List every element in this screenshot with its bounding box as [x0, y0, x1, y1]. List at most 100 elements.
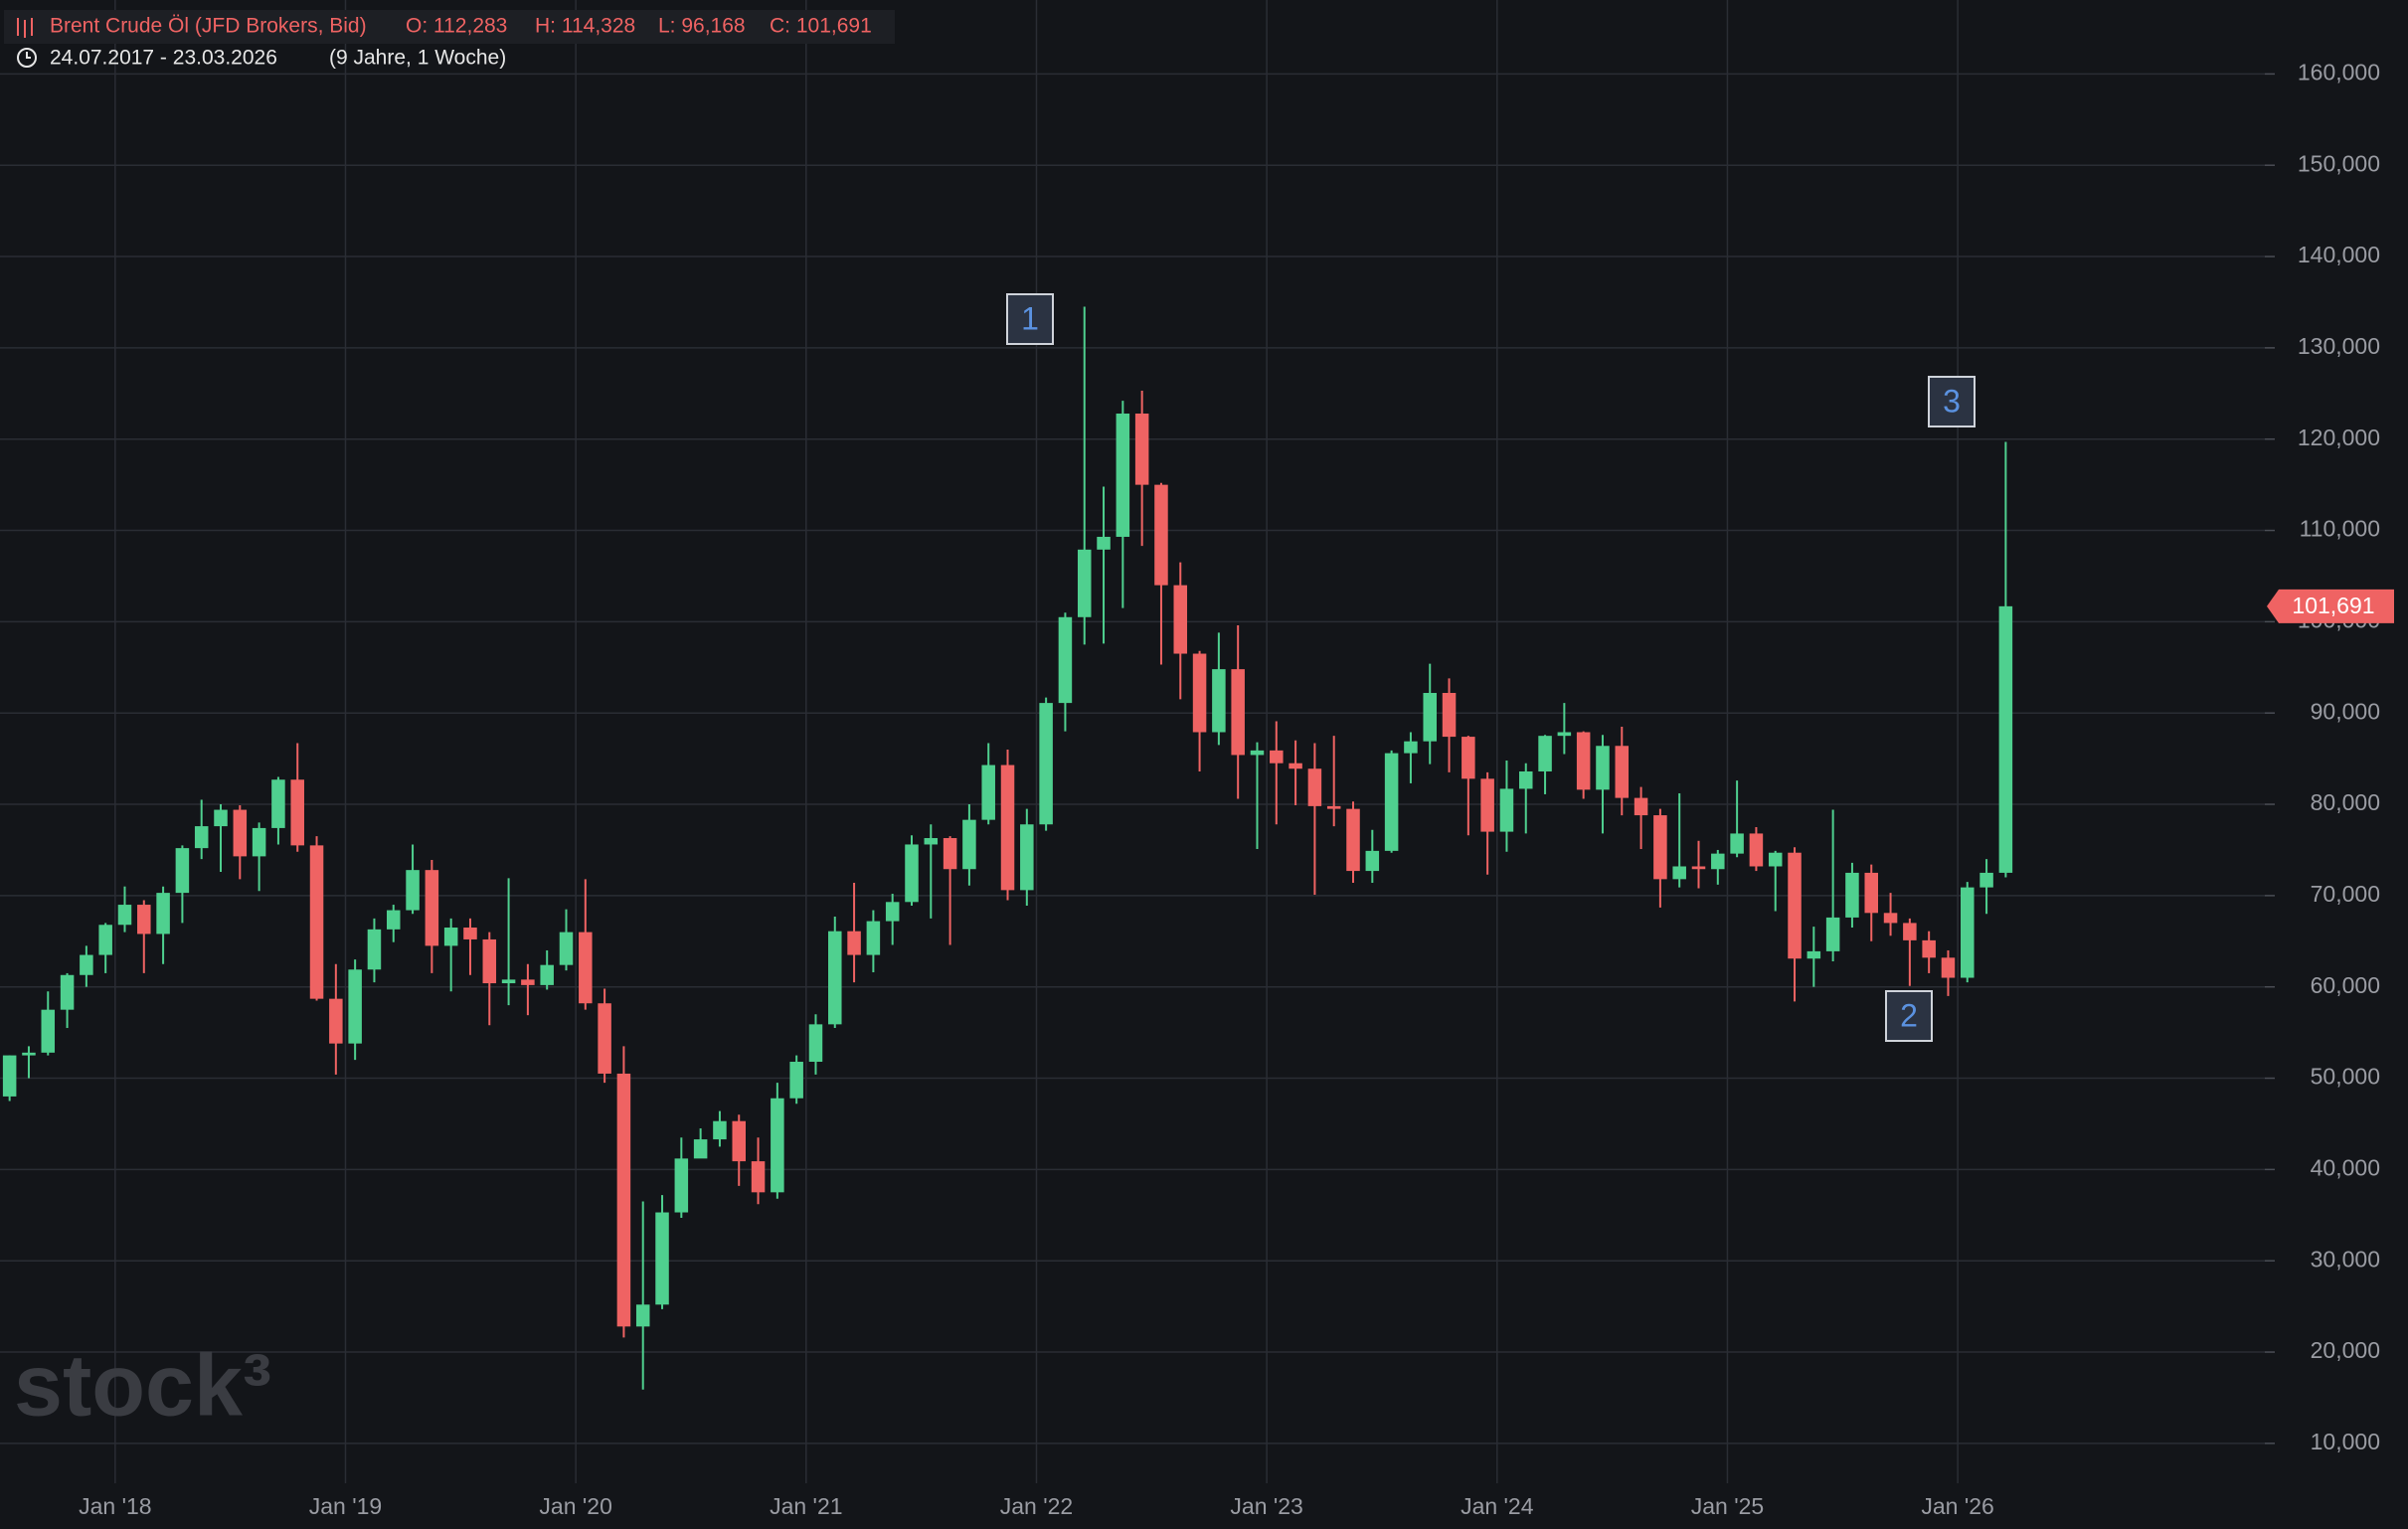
- candle-body: [309, 845, 324, 999]
- candle-body: [789, 1062, 803, 1099]
- candle-body: [348, 969, 362, 1044]
- candle-body: [713, 1120, 727, 1140]
- y-tick-label: 10,000: [2311, 1429, 2380, 1454]
- candle-body: [1634, 797, 1648, 816]
- candle-body: [1212, 669, 1226, 733]
- annotation-label: 2: [1900, 997, 1918, 1033]
- candle-body: [1653, 815, 1667, 880]
- candle-body: [1979, 872, 1993, 888]
- legend-close: C: 101,691: [770, 15, 872, 38]
- grid: [0, 0, 2265, 1483]
- x-tick-label: Jan '25: [1691, 1493, 1764, 1519]
- x-tick-label: Jan '21: [770, 1493, 842, 1519]
- candle-body: [329, 998, 343, 1044]
- candle-body: [1020, 824, 1034, 891]
- candle-body: [1825, 917, 1840, 951]
- candle-body: [1711, 853, 1725, 870]
- axes: 10,000 20,000 30,000 40,000 50,000 60,000 70,0…: [79, 59, 2394, 1519]
- candle-body: [1077, 549, 1092, 617]
- candle-body: [1173, 585, 1188, 654]
- y-tick-label: 160,000: [2298, 59, 2380, 85]
- candles: [2, 306, 2013, 1390]
- candle-body: [117, 905, 132, 926]
- candle-body: [1462, 737, 1475, 779]
- candle-body: [1307, 768, 1322, 806]
- candle-body: [175, 848, 190, 894]
- y-tick-label: 150,000: [2298, 150, 2380, 176]
- y-tick-label: 140,000: [2298, 242, 2380, 267]
- y-tick-label: 120,000: [2298, 425, 2380, 450]
- candle-body: [41, 1009, 56, 1053]
- candle-body: [1518, 770, 1533, 789]
- candle-body: [1730, 833, 1744, 854]
- candle-body: [771, 1098, 784, 1193]
- candle-body: [981, 764, 995, 820]
- candle-body: [137, 905, 151, 934]
- candle-body: [616, 1073, 631, 1327]
- y-tick-label: 30,000: [2311, 1246, 2380, 1272]
- candle-body: [732, 1120, 747, 1162]
- legend-low: L: 96,168: [658, 15, 746, 38]
- candle-body: [1423, 693, 1437, 742]
- clock-hand: [26, 52, 31, 59]
- candle-body: [156, 893, 170, 934]
- candle-body: [559, 932, 574, 965]
- annotation-box: [1006, 293, 1054, 345]
- candle-body: [540, 964, 554, 985]
- annotation-label: 3: [1943, 383, 1961, 419]
- candle-body: [443, 928, 458, 946]
- candle-body: [751, 1161, 766, 1193]
- candle-body: [290, 779, 304, 846]
- candle-body: [214, 809, 228, 827]
- candle-body: [1384, 753, 1399, 851]
- clock-icon: [17, 48, 37, 68]
- candle-body: [943, 838, 957, 870]
- candle-body: [1576, 732, 1591, 790]
- candle-body: [463, 928, 477, 939]
- legend-name: Brent Crude Öl (JFD Brokers, Bid): [50, 15, 367, 38]
- candle-body: [1250, 750, 1265, 756]
- y-tick-label: 80,000: [2311, 789, 2380, 815]
- candle-body: [1039, 703, 1053, 825]
- period: (9 Jahre, 1 Woche): [329, 47, 506, 70]
- candle-body: [579, 932, 593, 1004]
- legend-box: [4, 10, 895, 44]
- candle-body: [598, 1003, 611, 1074]
- candle-body: [1154, 484, 1168, 586]
- annotations: 1 2 3: [1006, 293, 1976, 1042]
- candle-body: [1749, 833, 1764, 867]
- candle-body: [1961, 887, 1975, 978]
- candle-body: [501, 979, 516, 984]
- candle-body: [1788, 852, 1802, 959]
- candle-body: [1289, 763, 1302, 769]
- candle-body: [847, 931, 861, 955]
- candle-body: [1883, 913, 1898, 924]
- candle-body: [1596, 746, 1610, 790]
- candle-body: [482, 938, 497, 984]
- x-tick-label: Jan '26: [1921, 1493, 1993, 1519]
- candle-body: [1270, 750, 1284, 764]
- candle-body: [635, 1304, 650, 1327]
- candle-body: [425, 870, 439, 946]
- candle-body: [1192, 653, 1207, 733]
- candle-body: [693, 1139, 708, 1159]
- candle-body: [1922, 939, 1936, 958]
- candle-body: [1864, 872, 1879, 914]
- candle-body: [1058, 616, 1073, 704]
- candle-body: [924, 838, 939, 845]
- candle-body: [962, 819, 976, 870]
- candle-body: [194, 826, 209, 849]
- candle-body: [1116, 414, 1130, 537]
- y-tick-label: 110,000: [2300, 516, 2380, 542]
- y-tick-label: 60,000: [2311, 972, 2380, 998]
- candle-body: [1346, 808, 1360, 872]
- candle-body: [1442, 693, 1457, 738]
- x-tick-label: Jan '22: [1000, 1493, 1073, 1519]
- candle-body: [1615, 746, 1630, 798]
- candle-body: [521, 979, 535, 985]
- candle-body: [271, 779, 285, 828]
- annotation-label: 1: [1021, 300, 1039, 336]
- last-price-label: 101,691: [2292, 593, 2374, 618]
- candle-body: [1672, 866, 1686, 880]
